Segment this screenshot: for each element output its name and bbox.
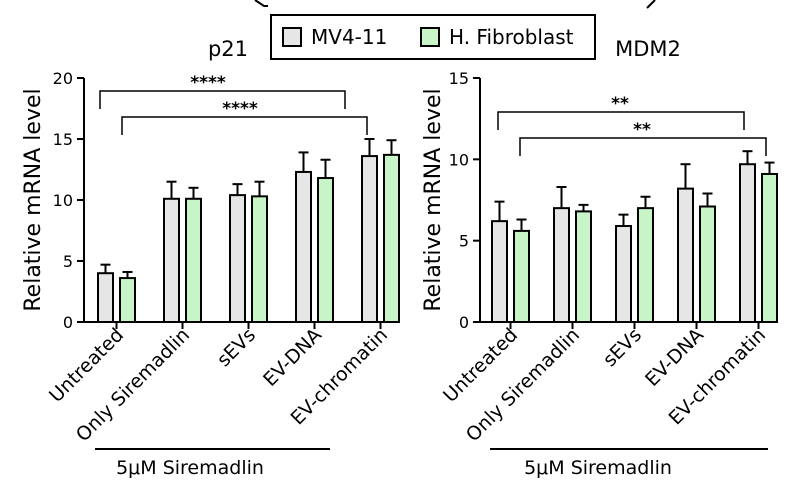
legend-swatch	[282, 27, 302, 47]
bar	[119, 277, 136, 323]
bar	[761, 172, 778, 323]
significance-label: **	[611, 94, 629, 114]
x-tick-label: Only Siremadlin	[72, 324, 194, 446]
y-tick-label: 20	[53, 69, 73, 88]
bar	[677, 187, 694, 323]
top-edge-mark-right	[646, 0, 656, 9]
bar	[699, 205, 716, 323]
chart-p21: p21 Relative mRNA level 05101520Untreate…	[21, 37, 400, 479]
group-label: 5μM Siremadlin	[524, 457, 672, 479]
legend-label: H. Fibroblast	[449, 25, 574, 49]
significance-bracket	[497, 111, 745, 130]
y-tick-label: 5	[63, 252, 73, 271]
y-tick-label: 10	[449, 150, 469, 169]
bar	[97, 272, 114, 324]
y-axis-label: Relative mRNA level	[421, 88, 446, 311]
bar	[383, 153, 400, 323]
x-tick-label: sEVs	[213, 324, 260, 371]
chart-title: MDM2	[615, 37, 681, 61]
bar	[229, 194, 246, 323]
x-tick-label: sEVs	[599, 324, 646, 371]
y-tick-label: 15	[53, 130, 73, 149]
bar	[615, 225, 632, 324]
bar	[513, 229, 530, 323]
y-tick-label: 0	[459, 313, 469, 332]
bar	[637, 207, 654, 323]
significance-bracket	[121, 116, 368, 135]
legend-label: MV4-11	[311, 25, 388, 49]
legend-item-h-fibroblast: H. Fibroblast	[420, 25, 574, 49]
y-tick-label: 10	[53, 191, 73, 210]
bar	[575, 210, 592, 324]
x-tick-label: Only Siremadlin	[462, 324, 584, 446]
chart-mdm2: MDM2 Relative mRNA level 051015Untreated…	[421, 37, 778, 479]
chart-title: p21	[208, 37, 248, 61]
bar	[163, 197, 180, 323]
significance-label: **	[633, 120, 651, 140]
bar	[251, 195, 268, 323]
significance-bracket	[99, 90, 346, 109]
legend-item-mv4-11: MV4-11	[282, 25, 387, 49]
top-edge-mark-left	[254, 0, 268, 7]
bar	[739, 163, 756, 323]
y-tick-label: 0	[63, 313, 73, 332]
bar	[295, 170, 312, 323]
bar	[361, 155, 378, 323]
legend-swatch	[420, 27, 440, 47]
significance-label: ****	[190, 73, 226, 93]
y-tick-label: 5	[459, 232, 469, 251]
bar	[553, 207, 570, 323]
group-label: 5μM Siremadlin	[116, 457, 264, 479]
y-tick-label: 15	[449, 69, 469, 88]
x-tick-label: EV-DNA	[259, 324, 326, 391]
bar	[317, 177, 334, 323]
significance-label: ****	[222, 99, 258, 119]
bar	[185, 197, 202, 323]
significance-bracket	[519, 137, 767, 156]
legend: MV4-11 H. Fibroblast	[270, 14, 596, 60]
bar	[491, 220, 508, 323]
y-axis-label: Relative mRNA level	[21, 88, 46, 311]
